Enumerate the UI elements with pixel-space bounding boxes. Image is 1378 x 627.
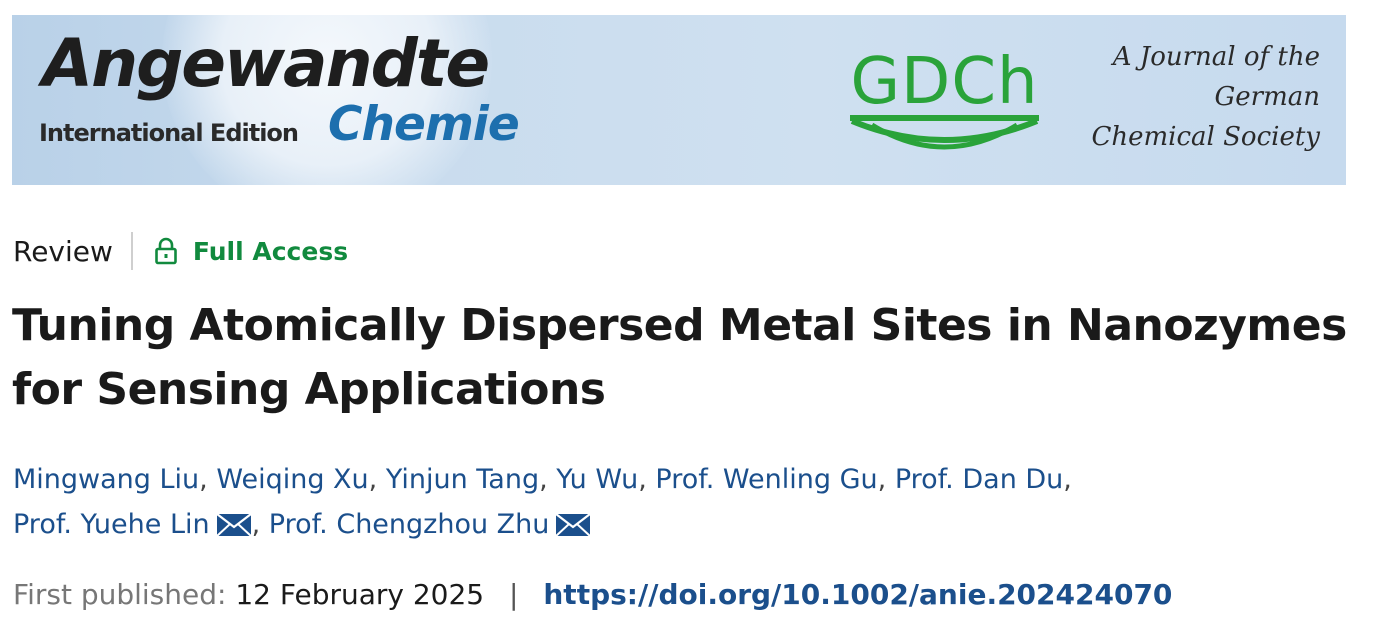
journal-logo-edition: International Edition: [39, 119, 299, 147]
author-link[interactable]: Prof. Dan Du: [894, 464, 1064, 495]
tagline-line: Chemical Society: [1091, 122, 1320, 152]
author-link[interactable]: Mingwang Liu: [13, 464, 200, 495]
article-meta-row: Review Full Access: [13, 231, 348, 271]
published-label: First published:: [13, 578, 227, 611]
article-type: Review: [13, 234, 113, 268]
author-separator: ,: [638, 464, 656, 495]
divider: [130, 232, 133, 270]
gdch-logo: GDCh: [832, 45, 1057, 170]
banner-decoration: [162, 15, 492, 185]
journal-banner[interactable]: Angewandte International Edition Chemie …: [12, 15, 1346, 185]
gdch-bowl-icon: [850, 115, 1039, 150]
journal-logo-angewandte: Angewandte: [42, 25, 490, 102]
mail-icon[interactable]: [215, 513, 252, 537]
author-link[interactable]: Yinjun Tang: [385, 464, 540, 495]
article-title: Tuning Atomically Dispersed Metal Sites …: [12, 300, 1347, 415]
mail-icon[interactable]: [555, 513, 592, 537]
author-separator: ,: [877, 464, 895, 495]
author-list: Mingwang Liu, Weiqing Xu, Yinjun Tang, Y…: [13, 457, 1353, 547]
published-date: 12 February 2025: [235, 578, 485, 611]
journal-logo-chemie: Chemie: [328, 97, 520, 152]
lock-open-icon: [155, 237, 177, 265]
doi-link[interactable]: https://doi.org/10.1002/anie.202424070: [543, 578, 1173, 611]
tagline-line: German: [1214, 82, 1321, 112]
gdch-logo-text: GDCh: [850, 45, 1039, 119]
tagline-line: A Journal of the: [1112, 42, 1320, 72]
author-separator: ,: [368, 464, 386, 495]
author-link[interactable]: Prof. Wenling Gu: [655, 464, 878, 495]
author-separator: ,: [1063, 464, 1072, 495]
author-link[interactable]: Weiqing Xu: [216, 464, 369, 495]
author-link[interactable]: Yu Wu: [556, 464, 639, 495]
author-separator: ,: [251, 509, 269, 540]
society-tagline: A Journal of the German Chemical Society: [1091, 37, 1320, 157]
publication-info: First published: 12 February 2025 | http…: [13, 578, 1172, 611]
access-status: Full Access: [192, 236, 349, 266]
author-separator: ,: [539, 464, 557, 495]
author-separator: ,: [199, 464, 217, 495]
author-link[interactable]: Prof. Yuehe Lin: [13, 509, 210, 540]
author-link[interactable]: Prof. Chengzhou Zhu: [268, 509, 550, 540]
separator: |: [509, 578, 519, 611]
